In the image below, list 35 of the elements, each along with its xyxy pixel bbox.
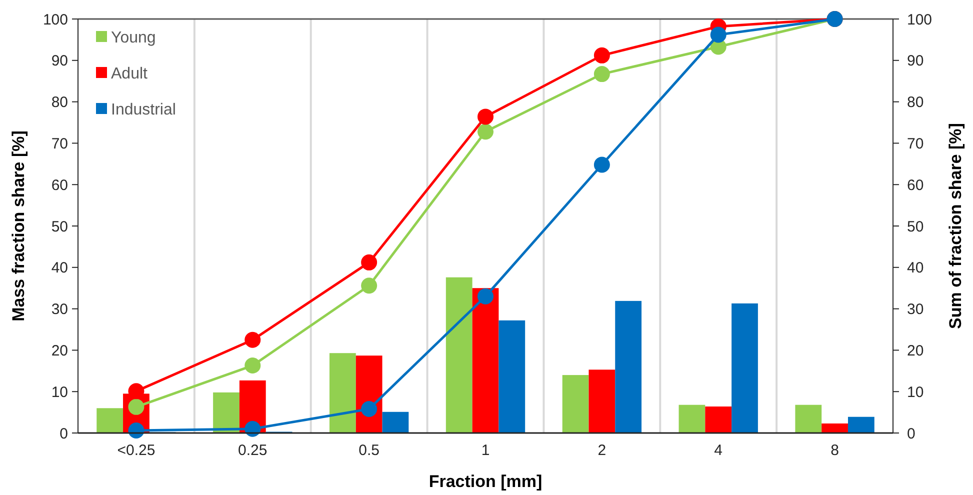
legend-label: Young [111,30,156,47]
y-tick-label: 80 [51,94,68,112]
legend-label: Industrial [111,102,176,119]
x-tick-label: 8 [830,442,839,459]
y-tick-label: 0 [60,425,68,442]
x-tick-label: 4 [714,442,723,459]
y-tick-label: 70 [51,135,68,152]
y2-tick-label: 10 [907,384,924,401]
x-tick-label: 0.5 [358,442,380,459]
x-tick-label: 1 [481,442,490,459]
y-tick-label: 10 [51,384,68,401]
y-tick-label: 40 [51,260,68,277]
y2-tick-label: 30 [907,301,924,318]
y-tick-label: 60 [51,176,68,194]
x-tick-label: 0.25 [238,442,268,459]
x-tick-label: 2 [598,442,606,459]
y-tick-label: 90 [51,52,68,70]
x-tick-label: <0.25 [117,442,156,459]
y-tick-label: 100 [42,11,68,28]
y-tick-label: 20 [51,342,68,360]
y2-tick-label: 20 [907,342,924,360]
y2-tick-label: 50 [907,218,924,236]
y2-axis-title: Sum of fraction share [%] [946,123,965,329]
y2-tick-label: 90 [907,52,924,70]
y2-tick-label: 70 [907,135,924,152]
legend-label: Adult [111,66,148,83]
y2-tick-label: 80 [907,94,924,112]
y-tick-label: 30 [51,301,68,318]
y2-tick-label: 60 [907,176,924,194]
y-tick-label: 50 [51,218,68,236]
x-axis-title: Fraction [mm] [428,472,542,491]
y2-tick-label: 40 [907,260,924,277]
y-axis-title: Mass fraction share [%] [9,130,28,322]
y2-tick-label: 0 [907,425,916,442]
y2-tick-label: 100 [907,11,932,28]
